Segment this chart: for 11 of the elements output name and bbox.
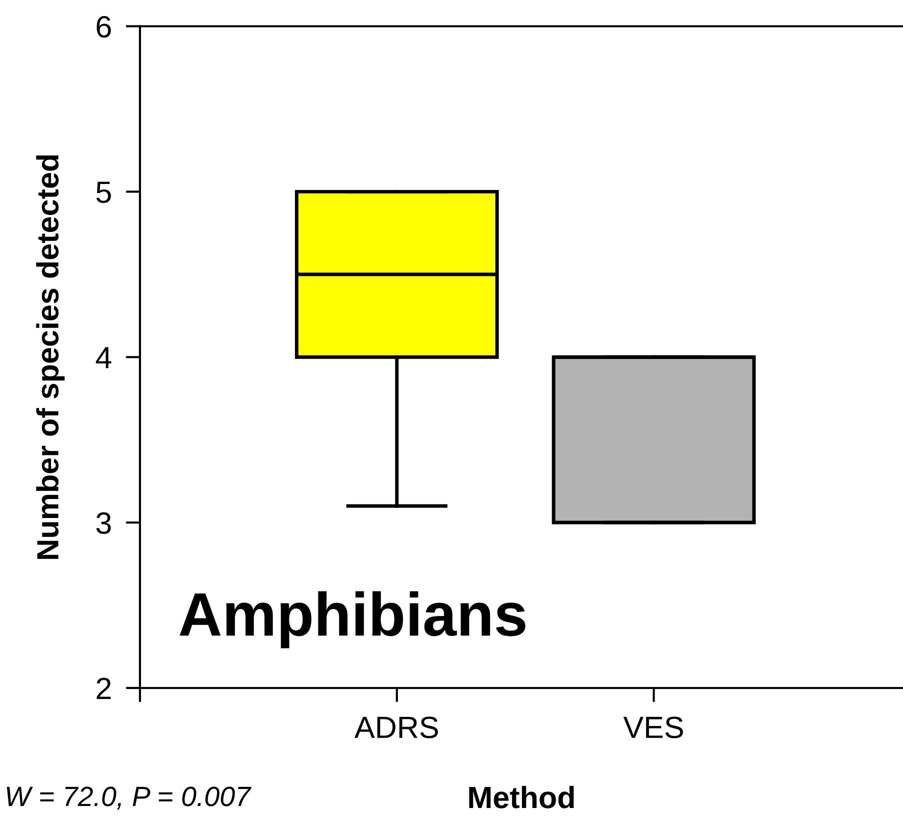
x-axis-title: Method	[469, 786, 574, 808]
text: W = 72.0, P = 0.007	[6, 786, 252, 810]
y-tick-label: 4	[96, 347, 112, 368]
annotation: Amphibians	[180, 591, 526, 648]
x-tick-label: VES	[623, 716, 683, 738]
y-tick-label: 3	[96, 512, 111, 534]
y-axis-title: Number of species detected	[36, 155, 65, 559]
y-tick-label: 5	[96, 182, 111, 204]
y-tick-label: 2	[96, 678, 111, 700]
y-tick-label: 6	[96, 16, 111, 38]
x-tick-label: ADRS	[354, 716, 438, 738]
